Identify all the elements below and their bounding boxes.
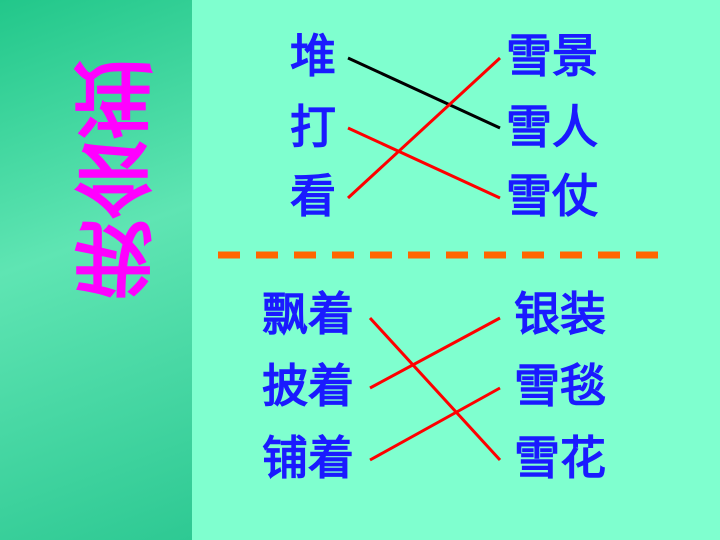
s1-left-word-2[interactable]: 打 <box>290 100 336 154</box>
s2-left-word-1[interactable]: 飘着 <box>262 287 354 341</box>
s2-left-word-3[interactable]: 铺着 <box>262 431 354 485</box>
s2-right-word-1[interactable]: 银装 <box>514 287 606 341</box>
s2-connector-1[interactable] <box>368 316 502 462</box>
s1-left-word-1[interactable]: 堆 <box>290 29 336 83</box>
s1-connector-3[interactable] <box>346 56 502 200</box>
s1-right-word-2[interactable]: 雪人 <box>506 100 598 154</box>
s2-left-word-2[interactable]: 披着 <box>262 359 354 413</box>
s1-left-word-3[interactable]: 看 <box>290 169 336 223</box>
s2-connector-3[interactable] <box>369 386 501 462</box>
s1-connector-2[interactable] <box>347 126 501 200</box>
s2-right-word-2[interactable]: 雪毯 <box>514 359 606 413</box>
s1-connector-1[interactable] <box>347 56 501 130</box>
s1-right-word-1[interactable]: 雪景 <box>506 29 598 83</box>
s1-right-word-3[interactable]: 雪仗 <box>506 169 598 223</box>
s2-right-word-3[interactable]: 雪花 <box>514 431 606 485</box>
section2-connectors <box>368 316 502 462</box>
s2-connector-2[interactable] <box>369 316 501 390</box>
sidebar-panel <box>0 0 192 540</box>
section1-connectors <box>346 56 502 200</box>
